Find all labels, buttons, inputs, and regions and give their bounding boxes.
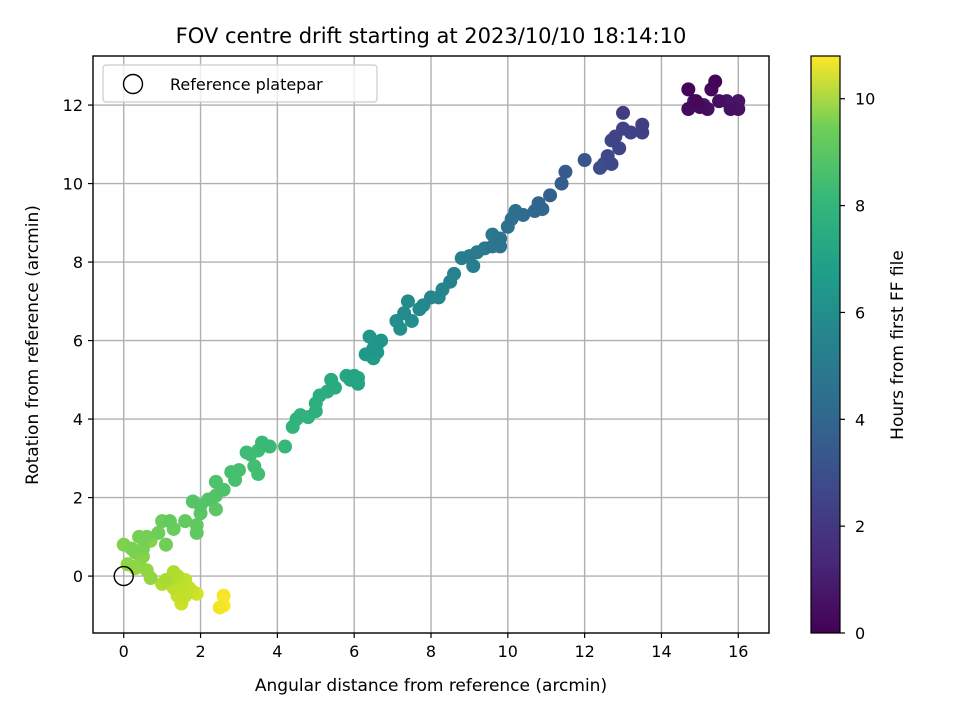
data-point xyxy=(216,588,231,603)
data-point xyxy=(412,302,427,317)
data-point xyxy=(443,274,458,289)
data-point xyxy=(143,571,158,586)
x-tick-label: 10 xyxy=(498,642,518,661)
data-point xyxy=(424,290,438,305)
x-tick-label: 0 xyxy=(119,642,129,661)
y-tick-label: 4 xyxy=(73,410,83,429)
colorbar-tick-label: 0 xyxy=(855,624,865,643)
colorbar-ticks: 0 2 4 6 8 10 xyxy=(840,90,875,643)
data-point xyxy=(531,196,546,211)
data-point xyxy=(162,514,177,529)
data-points xyxy=(116,74,746,615)
data-point xyxy=(681,82,696,97)
x-tick-label: 4 xyxy=(272,642,282,661)
data-point xyxy=(689,94,704,109)
x-axis-ticks: 0 2 4 6 8 10 12 14 16 xyxy=(119,633,748,661)
data-point xyxy=(185,494,200,509)
data-point xyxy=(712,94,727,109)
data-point xyxy=(208,474,223,489)
colorbar-tick-label: 2 xyxy=(855,517,865,536)
data-point xyxy=(577,153,592,168)
data-point xyxy=(201,492,216,507)
data-point xyxy=(151,525,166,540)
data-point xyxy=(120,557,135,572)
data-point xyxy=(493,231,508,246)
data-point xyxy=(543,188,558,203)
y-tick-label: 2 xyxy=(73,489,83,508)
colorbar-tick-label: 6 xyxy=(855,303,865,322)
x-tick-label: 2 xyxy=(195,642,205,661)
data-point xyxy=(178,514,193,529)
data-point xyxy=(470,245,485,260)
colorbar-tick-label: 4 xyxy=(855,410,865,429)
grid-lines xyxy=(93,56,769,633)
x-tick-label: 12 xyxy=(574,642,594,661)
data-point xyxy=(135,541,150,556)
colorbar: 0 2 4 6 8 10 Hours from first FF file xyxy=(810,55,908,643)
data-point xyxy=(312,388,327,403)
data-point xyxy=(374,333,389,348)
y-tick-label: 12 xyxy=(63,96,83,115)
x-tick-label: 16 xyxy=(728,642,748,661)
reference-marker-group xyxy=(113,565,134,587)
data-point xyxy=(604,156,619,171)
x-tick-label: 14 xyxy=(651,642,671,661)
data-point xyxy=(212,600,227,615)
chart-title: FOV centre drift starting at 2023/10/10 … xyxy=(176,24,687,48)
colorbar-label: Hours from first FF file xyxy=(888,250,908,440)
data-point xyxy=(251,467,266,482)
data-point xyxy=(178,588,193,603)
y-axis-ticks: 0 2 4 6 8 10 12 xyxy=(63,96,93,586)
data-point xyxy=(616,105,631,120)
data-point xyxy=(189,518,204,533)
data-point xyxy=(608,129,623,144)
data-point xyxy=(612,141,627,156)
legend-marker-icon xyxy=(122,73,144,95)
data-point xyxy=(239,445,254,460)
data-point xyxy=(362,329,377,344)
data-point xyxy=(554,176,569,191)
x-axis-label: Angular distance from reference (arcmin) xyxy=(255,676,607,696)
reference-platepar-marker xyxy=(113,565,134,587)
legend-box xyxy=(102,64,378,103)
x-tick-label: 8 xyxy=(426,642,436,661)
data-point xyxy=(324,372,339,387)
data-point xyxy=(208,502,223,517)
y-tick-label: 10 xyxy=(63,175,83,194)
y-tick-label: 8 xyxy=(73,253,83,272)
data-point xyxy=(158,573,173,588)
data-point xyxy=(228,472,243,487)
data-point xyxy=(623,125,638,140)
data-point xyxy=(124,541,139,556)
y-axis-label: Rotation from reference (arcmin) xyxy=(23,205,43,485)
data-point xyxy=(731,101,746,116)
colorbar-tick-label: 8 xyxy=(855,197,865,216)
data-point xyxy=(400,294,415,309)
data-point xyxy=(500,219,515,234)
data-point xyxy=(397,306,412,321)
legend-entry-label: Reference platepar xyxy=(170,75,323,94)
data-point xyxy=(635,117,650,132)
data-point xyxy=(558,164,573,179)
data-point xyxy=(308,404,323,419)
data-point xyxy=(278,439,293,454)
data-point xyxy=(351,376,366,391)
legend: Reference platepar xyxy=(102,64,378,103)
colorbar-bar xyxy=(810,55,841,634)
x-tick-label: 6 xyxy=(349,642,359,661)
data-point xyxy=(516,207,531,222)
colorbar-tick-label: 10 xyxy=(855,90,875,109)
data-point xyxy=(708,74,723,89)
data-point xyxy=(158,537,173,552)
data-point xyxy=(132,529,147,544)
y-tick-label: 6 xyxy=(73,332,83,351)
data-point xyxy=(255,435,269,450)
y-tick-label: 0 xyxy=(73,567,83,586)
